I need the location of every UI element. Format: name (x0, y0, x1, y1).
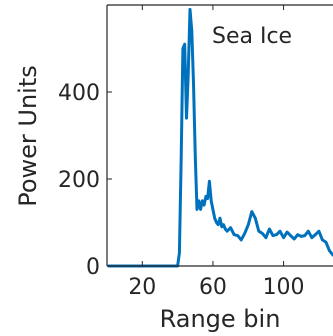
axes: 20 60 100 0 200 400 (58, 4, 333, 300)
y-tick-label: 200 (58, 168, 100, 193)
x-tick-label: 100 (263, 275, 305, 300)
series-line (107, 7, 333, 268)
y-tick-label: 400 (58, 81, 100, 106)
x-axis-label: Range bin (160, 305, 281, 333)
y-tick-label: 0 (86, 255, 100, 280)
y-axis-label: Power Units (14, 65, 42, 207)
chart-annotation: Sea Ice (212, 24, 292, 49)
plot-area (107, 7, 333, 268)
x-tick-label: 60 (199, 275, 227, 300)
x-tick-label: 20 (128, 275, 156, 300)
